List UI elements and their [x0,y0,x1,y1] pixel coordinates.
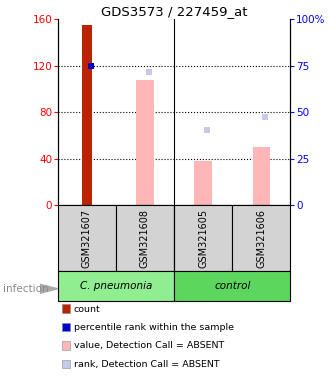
Text: GSM321608: GSM321608 [140,209,150,268]
Text: C. pneumonia: C. pneumonia [80,281,152,291]
Text: control: control [214,281,250,291]
Bar [232,205,290,271]
Text: percentile rank within the sample: percentile rank within the sample [74,323,234,332]
Title: GDS3573 / 227459_at: GDS3573 / 227459_at [101,5,247,18]
Bar [82,25,92,205]
Text: infection: infection [3,284,49,294]
Bar [61,360,71,368]
Bar [61,323,71,331]
Text: GSM321607: GSM321607 [82,209,92,268]
Bar [58,205,116,271]
Text: value, Detection Call = ABSENT: value, Detection Call = ABSENT [74,341,224,351]
Bar [58,271,174,301]
Bar [61,341,71,350]
Text: GSM321605: GSM321605 [198,209,208,268]
Bar [252,147,270,205]
Text: count: count [74,305,100,314]
Bar [61,305,71,313]
Bar [116,205,174,271]
Text: GSM321606: GSM321606 [256,209,266,268]
Bar [174,205,232,271]
Bar [194,161,212,205]
Bar [174,271,290,301]
Text: rank, Detection Call = ABSENT: rank, Detection Call = ABSENT [74,360,219,369]
Bar [136,80,154,205]
Polygon shape [40,284,58,293]
